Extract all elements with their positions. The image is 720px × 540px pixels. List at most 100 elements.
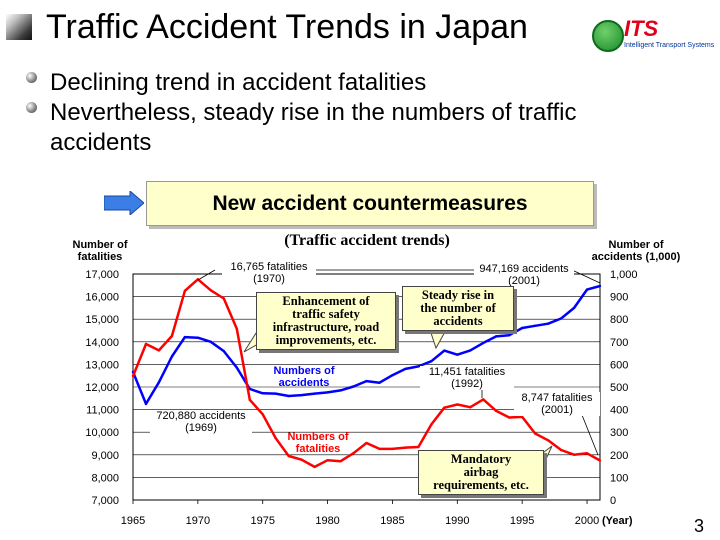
y-left-title-line: fatalities (77, 251, 123, 263)
data-point-accidents (598, 284, 602, 288)
callout-line: Enhancement of (282, 294, 370, 308)
chart-title: (Traffic accident trends) (284, 232, 450, 249)
annotation-line: 720,880 accidents (156, 410, 246, 422)
series-label-accidents: Numbers of accidents (262, 365, 346, 389)
y-right-tick-label: 500 (610, 382, 628, 394)
data-point-fatalities (495, 409, 498, 413)
annotation-line: (1969) (185, 422, 217, 434)
annotation-line: (2001) (541, 404, 573, 416)
data-point-fatalities (585, 452, 589, 455)
y-left-tick-label: 17,000 (85, 269, 119, 281)
annotation-1970-fatalities: 16,765 fatalities (1970) (222, 261, 316, 285)
logo-text: ITS (624, 16, 659, 41)
x-tick-label: 2000 (575, 515, 599, 527)
x-tick-label: 1975 (250, 515, 274, 527)
data-point-fatalities (248, 398, 251, 402)
data-point-accidents (274, 392, 277, 395)
data-point-fatalities (378, 447, 381, 451)
data-point-accidents (352, 385, 355, 388)
bullet-text-1: Declining trend in accident fatalities (50, 69, 427, 96)
annotation-line: 11,451 fatalities (428, 366, 506, 378)
data-point-accidents (300, 393, 303, 397)
data-point-fatalities (313, 465, 316, 469)
bullet-text-2: Nevertheless, steady rise in the numbers… (50, 99, 577, 126)
data-point-fatalities (469, 406, 472, 409)
callout-line: Steady rise in (421, 288, 495, 302)
logo-subtitle: Intelligent Transport Systems (624, 42, 715, 49)
data-point-fatalities (533, 432, 537, 435)
callout-line: improvements, etc. (275, 333, 377, 347)
data-point-accidents (313, 392, 316, 395)
data-point-fatalities (352, 451, 355, 455)
annotation-1992-fatalities: 11,451 fatalities (1992) (420, 366, 514, 390)
data-point-accidents (533, 324, 537, 327)
y-right-tick-label: 600 (610, 359, 628, 371)
series-label-line: Numbers of (273, 365, 335, 377)
callout-line: Mandatory (450, 452, 512, 466)
data-point-accidents (261, 392, 264, 395)
callout-line: airbag (463, 465, 499, 479)
data-point-accidents (443, 349, 446, 352)
callout-line: the number of (420, 301, 496, 315)
data-point-accidents (378, 381, 381, 384)
data-point-accidents (196, 336, 200, 339)
page-title: Traffic Accident Trends in Japan (46, 8, 528, 46)
series-label-line: fatalities (295, 443, 341, 455)
y-right-title-line: Number of (608, 239, 664, 251)
y-right-axis-title: Number of accidents (1,000) (580, 239, 692, 263)
data-point-fatalities (559, 448, 563, 452)
callout-line: requirements, etc. (433, 478, 529, 492)
callout-airbag: Mandatory airbag requirements, etc. (418, 450, 544, 495)
x-unit-label: (Year) (602, 515, 633, 527)
data-point-accidents (417, 365, 420, 368)
bullet-icon (26, 72, 37, 83)
y-right-title-line: accidents (1,000) (591, 251, 681, 263)
data-point-accidents (339, 389, 342, 392)
callout-infrastructure: Enhancement of traffic safety infrastruc… (256, 292, 396, 350)
data-point-accidents (144, 402, 148, 406)
y-left-tick-label: 10,000 (85, 427, 119, 439)
data-point-fatalities (443, 406, 446, 409)
annotation-line: 8,747 fatalities (521, 392, 593, 404)
callout-line: accidents (433, 314, 483, 328)
callout-line: traffic safety (292, 307, 360, 321)
data-point-fatalities (456, 403, 459, 406)
y-right-tick-label: 700 (610, 337, 628, 349)
series-label-line: Numbers of (287, 431, 349, 443)
data-point-fatalities (170, 334, 174, 338)
data-point-accidents (546, 322, 550, 325)
data-point-fatalities (598, 459, 602, 462)
x-tick-label: 1985 (380, 515, 404, 527)
data-point-fatalities (144, 342, 148, 346)
series-label-fatalities: Numbers of fatalities (276, 431, 360, 455)
y-right-tick-label: 300 (610, 427, 628, 439)
data-point-fatalities (482, 398, 485, 401)
data-point-accidents (559, 317, 563, 320)
countermeasures-banner: New accident countermeasures (146, 181, 594, 226)
y-left-tick-label: 7,000 (91, 495, 119, 507)
annotation-line: (1970) (253, 273, 285, 285)
y-right-tick-label: 1,000 (610, 269, 638, 281)
y-left-tick-label: 9,000 (91, 450, 119, 462)
data-point-accidents (170, 355, 174, 358)
data-point-accidents (469, 349, 472, 352)
x-tick-label: 1965 (121, 515, 145, 527)
data-point-accidents (456, 353, 459, 356)
bullet-text-2-cont: accidents (50, 129, 152, 156)
callout-line: infrastructure, road (272, 320, 380, 334)
y-left-tick-label: 15,000 (85, 314, 119, 326)
data-point-accidents (507, 334, 511, 337)
title-bullet-icon (6, 14, 32, 40)
data-point-fatalities (131, 374, 135, 378)
its-logo: ITS Intelligent Transport Systems (592, 16, 718, 58)
y-right-tick-label: 400 (610, 405, 628, 417)
data-point-fatalities (326, 459, 329, 462)
data-point-fatalities (430, 423, 433, 426)
callout-steady-rise: Steady rise in the number of accidents (402, 286, 514, 331)
data-point-accidents (495, 335, 498, 338)
data-point-accidents (222, 349, 226, 353)
data-point-fatalities (300, 458, 303, 461)
annotation-2001-fatalities: 8,747 fatalities (2001) (514, 392, 600, 416)
data-point-accidents (157, 381, 161, 384)
x-tick-label: 1980 (315, 515, 339, 527)
